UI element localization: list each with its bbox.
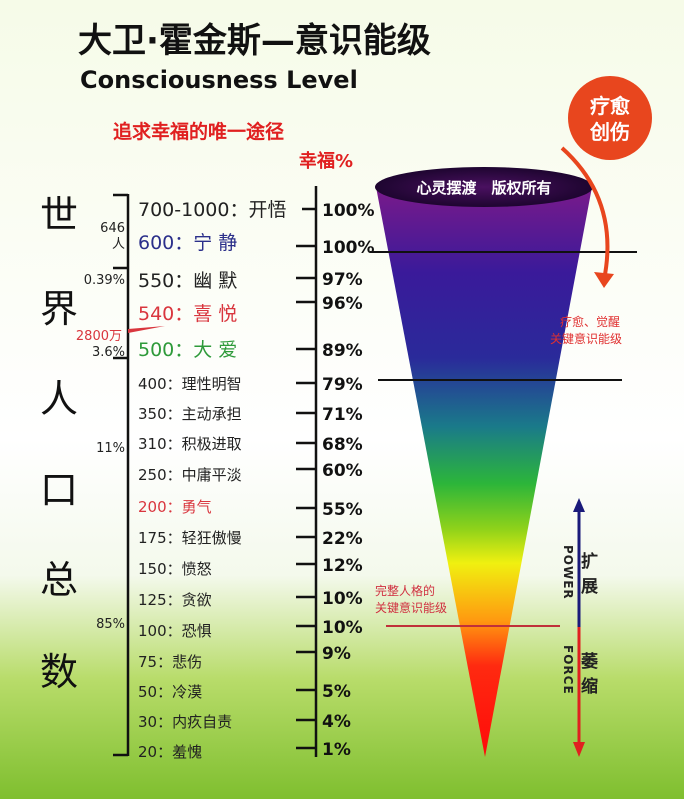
level-label: 500：大 爱: [138, 339, 237, 361]
happiness-pct: 12%: [322, 556, 363, 576]
happiness-pct: 55%: [322, 500, 363, 520]
pop-char: 数: [40, 650, 78, 694]
level-label: 600：宁 静: [138, 232, 237, 254]
power-arrowhead: [573, 498, 585, 512]
note-646: 646: [100, 221, 125, 236]
pop-char: 总: [40, 558, 78, 602]
happiness-pct: 68%: [322, 435, 363, 455]
happiness-pct: 60%: [322, 461, 363, 481]
funnel-top: [375, 167, 593, 207]
level-label: 150：愤怒: [138, 560, 212, 578]
pointer-mark: [128, 326, 165, 333]
pop-char: 口: [40, 468, 78, 512]
level-label: 310：积极进取: [138, 435, 242, 453]
happiness-pct: 79%: [322, 375, 363, 395]
level-label: 540：喜 悦: [138, 303, 237, 325]
title-cn: 大卫·霍金斯—意识能级: [78, 21, 431, 61]
curved-arrow-head: [594, 272, 614, 288]
pop-char: 界: [40, 287, 78, 331]
title-en: Consciousness Level: [80, 66, 358, 94]
level-label: 30：内疚自责: [138, 713, 232, 731]
subtitle: 追求幸福的唯一途径: [113, 120, 284, 143]
happiness-pct: 100%: [322, 238, 375, 258]
pop-char: 世: [40, 193, 78, 237]
healing-badge: [568, 76, 652, 160]
happiness-pct: 10%: [322, 618, 363, 638]
funnel-label: 心灵摆渡 版权所有: [416, 179, 551, 197]
level-label: 100：恐惧: [138, 622, 212, 640]
curved-arrow: [560, 146, 610, 281]
note-whole-1: 完整人格的: [375, 583, 435, 598]
power-label: POWER: [561, 545, 575, 600]
level-label: 350：主动承担: [138, 405, 242, 423]
note-whole-2: 关键意识能级: [375, 600, 447, 615]
happiness-pct: 10%: [322, 589, 363, 609]
happiness-pct: 4%: [322, 712, 351, 732]
badge-line2: 创伤: [589, 120, 630, 144]
population-label: 世 界 人 口 总 数: [40, 193, 78, 694]
note-awaken-2: 关键意识能级: [550, 331, 622, 346]
population-notes: 646 人 0.39% 2800万 3.6% 11% 85%: [76, 221, 125, 632]
note-awaken-1: 疗愈、觉醒: [560, 314, 620, 329]
population-bracket: [113, 193, 130, 757]
level-label: 550：幽 默: [138, 270, 237, 292]
note-85: 85%: [96, 617, 125, 632]
happiness-pct: 9%: [322, 644, 351, 664]
note-2800: 2800万: [76, 329, 122, 344]
shrink-label: 萎缩: [577, 652, 598, 702]
happiness-header: 幸福%: [299, 150, 353, 172]
happiness-pct: 96%: [322, 294, 363, 314]
expand-label: 扩展: [577, 551, 598, 602]
force-label: FORCE: [561, 645, 575, 695]
consciousness-funnel: [376, 187, 592, 757]
pop-char: 人: [40, 377, 78, 421]
level-label: 50：冷漠: [138, 683, 202, 701]
levels: 700-1000：开悟 100% 600：宁 静 100% 550：幽 默 97% 540：…: [138, 199, 375, 761]
happiness-pct: 89%: [322, 341, 363, 361]
level-label: 75：悲伤: [138, 653, 202, 671]
happiness-pct: 71%: [322, 405, 363, 425]
happiness-pct: 1%: [322, 740, 351, 760]
note-11: 11%: [96, 441, 125, 456]
note-36: 3.6%: [92, 345, 125, 360]
level-label: 125：贪欲: [138, 591, 212, 609]
note-039: 0.39%: [84, 273, 125, 288]
level-label: 250：中庸平淡: [138, 466, 242, 484]
badge-line1: 疗愈: [590, 94, 631, 118]
happiness-pct: 22%: [322, 529, 363, 549]
level-label: 175：轻狂傲慢: [138, 529, 242, 547]
level-label: 20：羞愧: [138, 743, 202, 761]
happiness-pct: 97%: [322, 270, 363, 290]
level-label: 400：理性明智: [138, 375, 242, 393]
force-arrowhead: [573, 742, 585, 757]
happiness-pct: 5%: [322, 682, 351, 702]
level-label: 700-1000：开悟: [138, 199, 286, 221]
note-ren: 人: [112, 237, 125, 252]
happiness-pct: 100%: [322, 201, 375, 221]
level-label: 200：勇气: [138, 498, 212, 516]
